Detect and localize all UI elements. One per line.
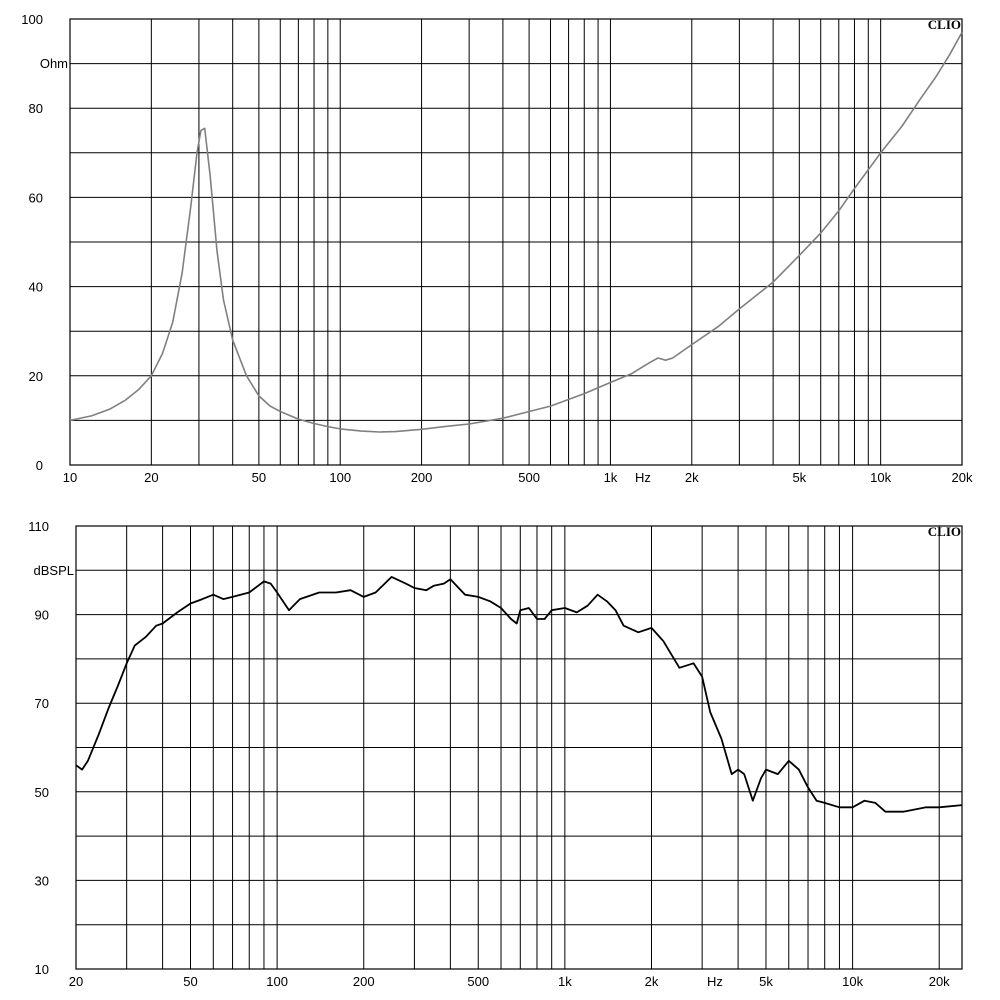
x-axis-label: Hz [707,974,723,989]
y-tick-label: 30 [35,873,49,888]
clio-logo: CLIO [928,524,961,539]
y-tick-label: 20 [29,369,43,384]
y-tick-label: 60 [29,190,43,205]
x-tick-label: 20k [952,470,973,485]
spl-curve [75,576,963,813]
x-tick-label: 100 [329,470,351,485]
clio-logo: CLIO [928,17,961,32]
x-tick-label: 50 [252,470,266,485]
x-tick-label: 5k [792,470,806,485]
x-tick-label: 50 [183,974,197,989]
x-tick-label: 2k [685,470,699,485]
x-axis-label: Hz [635,470,651,485]
chart-2: 20 50 100 200 500 1k 2k 5k 10k 20k Hz 10 30 50 70 90 110… [28,519,963,989]
y-tick-label: 110 [28,519,49,534]
y-tick-label: 10 [35,962,49,977]
x-tick-label: 200 [353,974,375,989]
x-tick-label: 20k [929,974,950,989]
y-tick-label: 80 [29,101,43,116]
x-tick-label: 10k [842,974,863,989]
x-tick-label: 10 [63,470,77,485]
y-tick-label: 50 [35,785,49,800]
x-tick-label: 20 [69,974,83,989]
x-tick-label: 1k [604,470,618,485]
y-tick-label: 100 [21,12,43,27]
x-tick-label: 5k [759,974,773,989]
x-tick-label: 1k [558,974,572,989]
x-tick-label: 2k [645,974,659,989]
y-axis-label: Ohm [40,56,68,71]
plot-frame [69,18,963,466]
x-tick-label: 20 [144,470,158,485]
chart-1: 10 20 50 100 200 500 1k 2k 5k 10k 20k Hz 0 20 40 60 80 10… [21,12,973,485]
y-tick-label: 90 [35,608,49,623]
x-tick-label: 10k [870,470,891,485]
x-tick-label: 500 [518,470,540,485]
plot-frame [75,525,963,970]
y-axis-label: dBSPL [34,563,74,578]
y-tick-label: 0 [36,458,43,473]
y-tick-label: 40 [29,280,43,295]
x-tick-label: 500 [467,974,489,989]
y-tick-label: 70 [35,696,49,711]
x-tick-label: 200 [411,470,433,485]
impedance-curve [69,32,963,433]
x-tick-label: 100 [266,974,288,989]
